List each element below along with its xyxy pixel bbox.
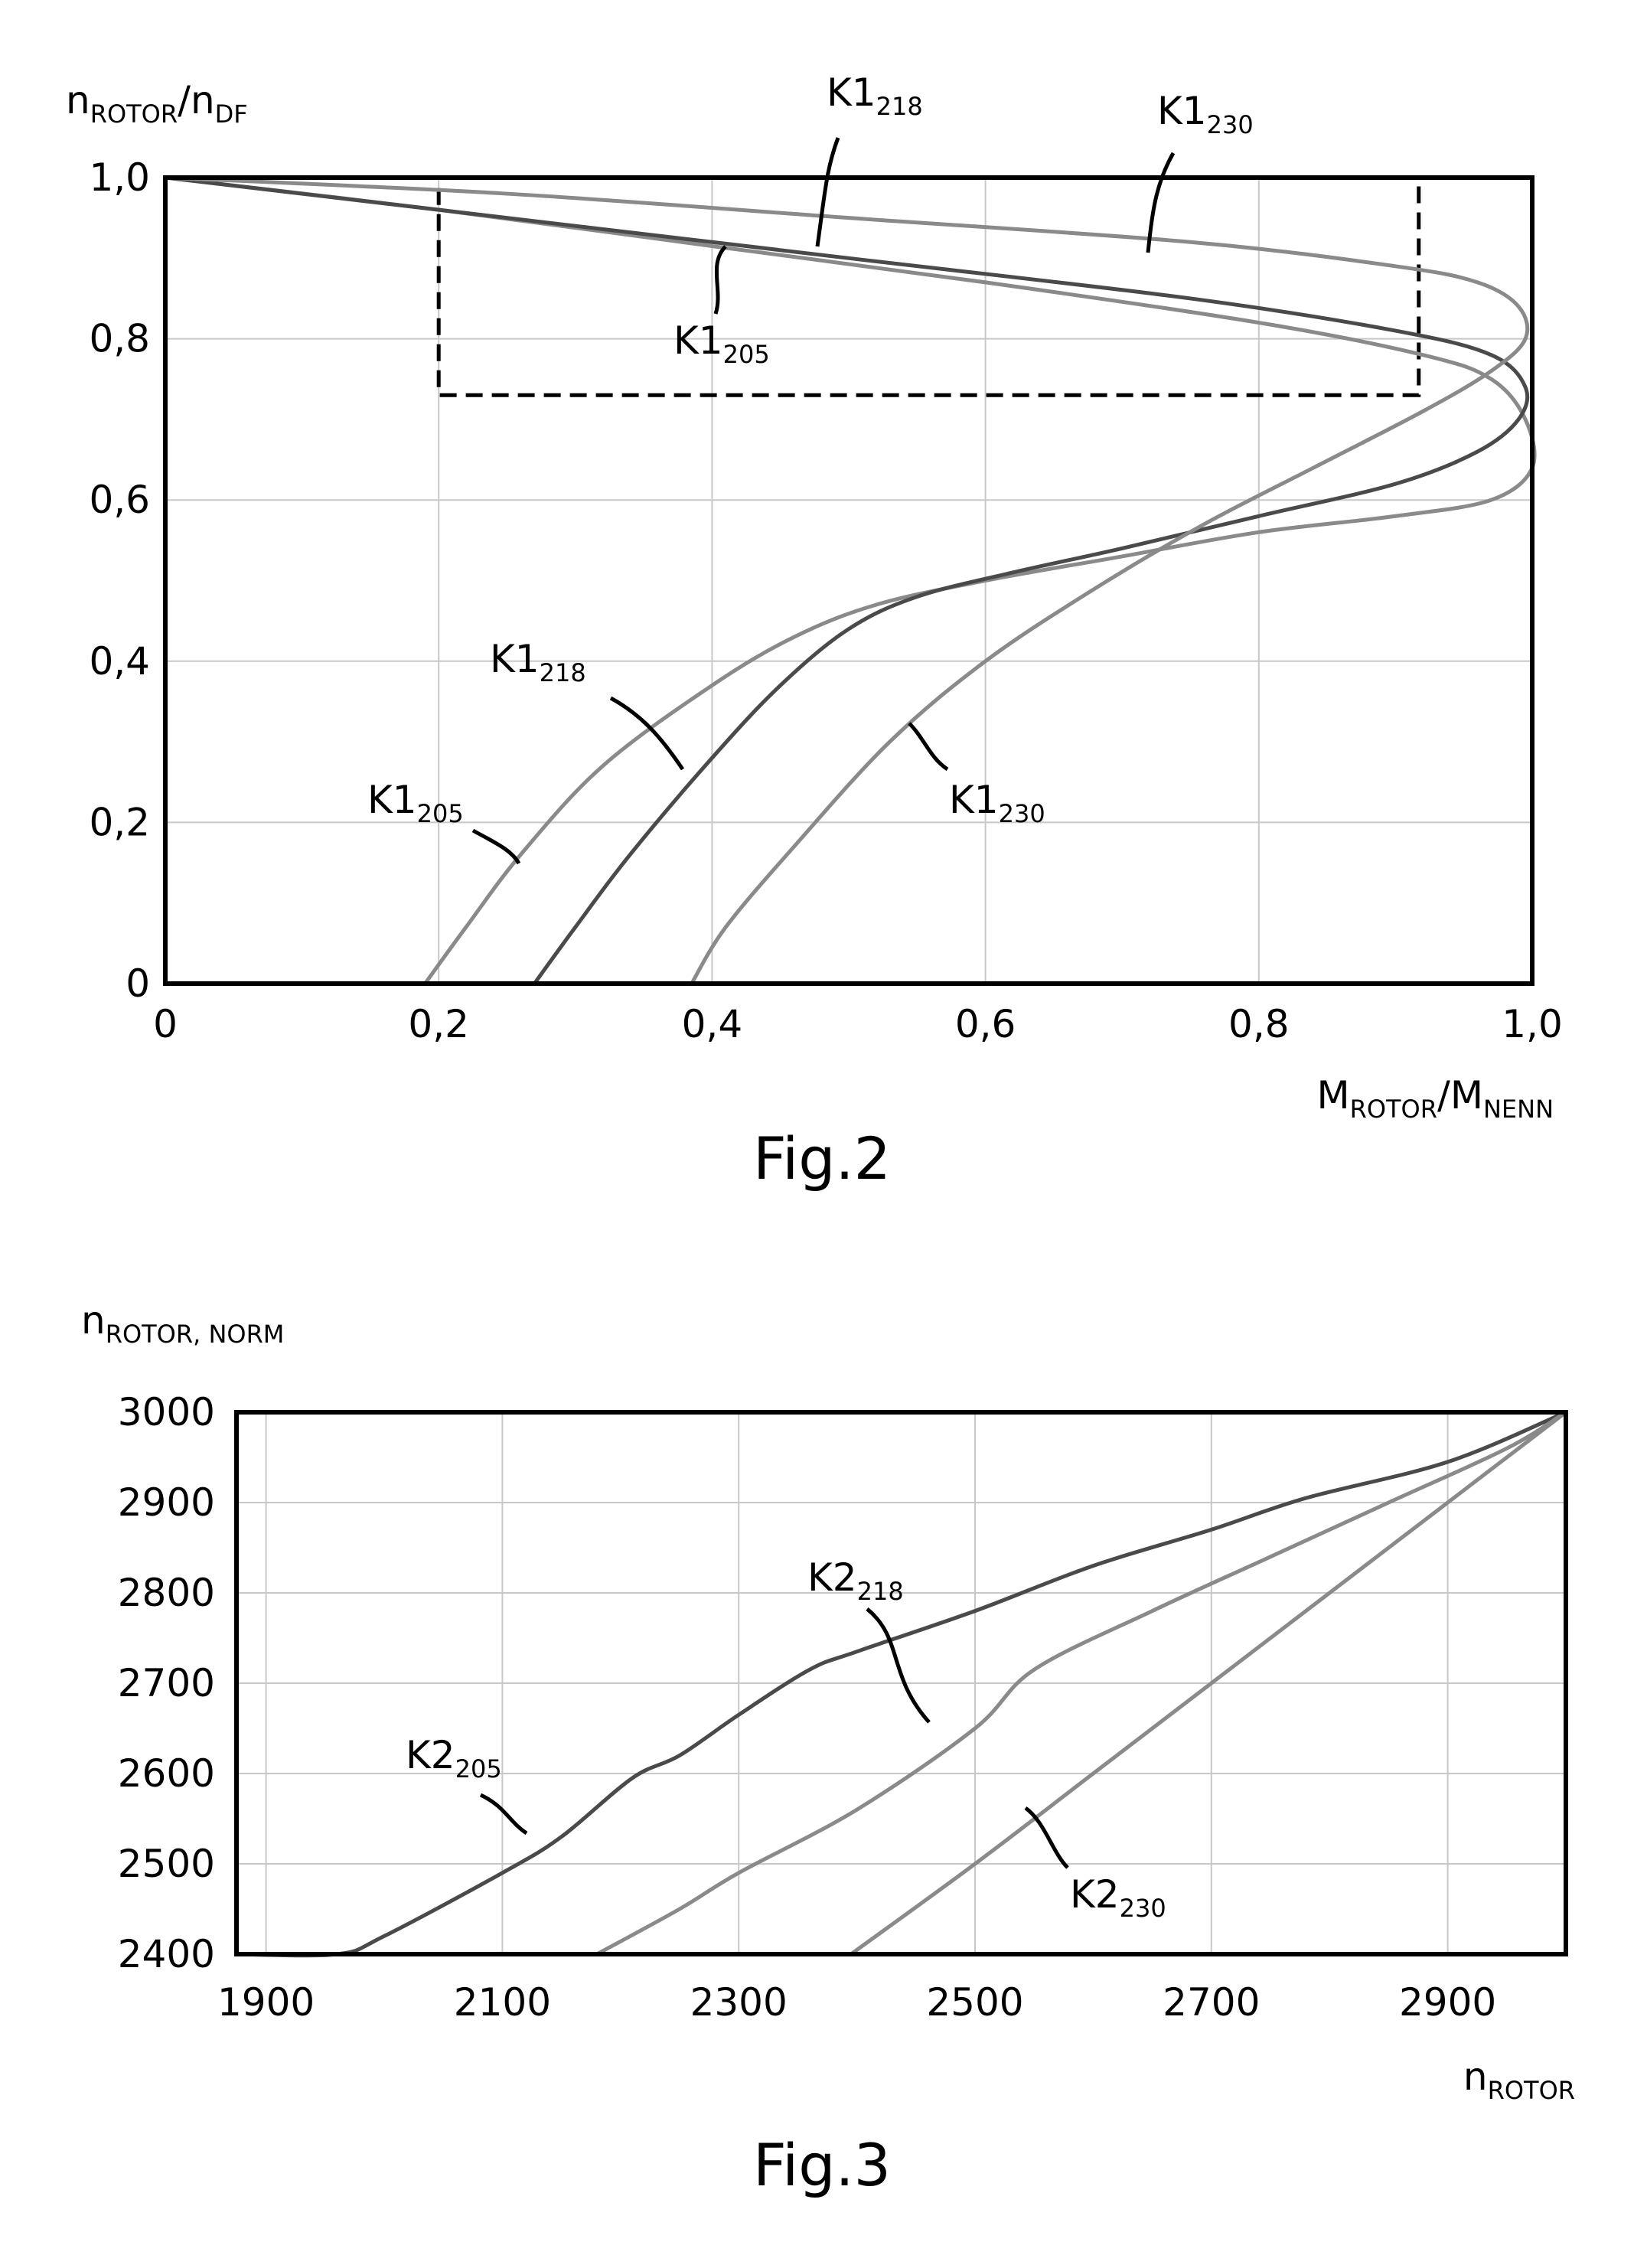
y-tick-label: 2600 <box>118 1751 215 1796</box>
series-line-K2-205 <box>236 1410 1567 1958</box>
series-annotation-label: K1218 <box>827 70 923 121</box>
series-annotation-label: K2218 <box>807 1555 904 1606</box>
x-tick-label: 2700 <box>1163 1980 1260 2025</box>
series-line-K2-230 <box>850 1411 1567 1956</box>
series-annotation-label: K2230 <box>1070 1872 1166 1923</box>
dashed-region-box <box>436 175 1421 397</box>
x-axis-label: nROTOR <box>1463 2054 1575 2105</box>
x-tick-label: 2300 <box>690 1980 788 2025</box>
series-line-K1-218 <box>165 175 1530 985</box>
plot-frame <box>163 175 1534 986</box>
x-tick-label: 0,6 <box>955 1002 1016 1046</box>
y-tick-label: 0,6 <box>89 478 150 522</box>
annotation-leader <box>471 828 521 865</box>
grid <box>236 1412 1566 1954</box>
x-tick-label: 0,8 <box>1228 1002 1290 1046</box>
x-tick-label: 2100 <box>454 1980 551 2025</box>
series-annotation-label: K1230 <box>949 778 1045 828</box>
annotation-leader <box>815 137 840 247</box>
series-line-K1-230 <box>165 175 1530 985</box>
x-tick-label: 0,2 <box>408 1002 469 1046</box>
x-tick-label: 1900 <box>217 1980 315 2025</box>
y-tick-label: 2400 <box>118 1932 215 1976</box>
y-tick-label: 2900 <box>118 1480 215 1525</box>
annotation-leader <box>866 1607 931 1724</box>
y-tick-label: 3000 <box>118 1390 215 1434</box>
figure-caption: Fig.2 <box>753 1124 891 1193</box>
x-tick-label: 0,4 <box>682 1002 743 1046</box>
annotation-leader <box>1146 152 1176 253</box>
y-axis-label: nROTOR, NORM <box>81 1298 284 1349</box>
grid <box>165 178 1532 984</box>
y-tick-label: 2800 <box>118 1571 215 1615</box>
annotation-leader <box>908 722 949 772</box>
y-tick-label: 2700 <box>118 1661 215 1705</box>
annotation-leader <box>1024 1806 1069 1869</box>
series-annotation-label: K2205 <box>406 1733 502 1783</box>
y-tick-label: 0 <box>126 961 150 1006</box>
y-tick-label: 2500 <box>118 1842 215 1886</box>
y-axis-label: nROTOR/nDF <box>66 78 248 129</box>
series-annotation-label: K1230 <box>1157 89 1254 139</box>
y-tick-label: 0,4 <box>89 639 150 684</box>
series-annotation-label: K1205 <box>367 778 464 828</box>
y-tick-label: 1,0 <box>89 155 150 200</box>
x-tick-label: 1,0 <box>1502 1002 1563 1046</box>
annotation-leader <box>479 1793 528 1836</box>
plot-frame <box>234 1410 1568 1956</box>
annotation-leader <box>713 245 727 315</box>
x-tick-label: 2900 <box>1399 1980 1496 2025</box>
y-tick-label: 0,2 <box>89 800 150 844</box>
series-annotation-label: K1218 <box>490 637 586 687</box>
series-line-K2-218 <box>595 1410 1567 1956</box>
chart-3: 1900 2100 2300 2500 2700 2900 2400 2500 2600 2700… <box>81 1298 1575 2199</box>
figure-caption: Fig.3 <box>753 2131 891 2199</box>
x-tick-label: 2500 <box>926 1980 1023 2025</box>
series-annotation-label: K1205 <box>673 318 770 369</box>
x-axis-label: MROTOR/MNENN <box>1316 1073 1554 1124</box>
y-tick-label: 0,8 <box>89 317 150 361</box>
annotation-leader <box>609 696 685 771</box>
x-tick-label: 0 <box>153 1002 178 1046</box>
series-line-K1-205 <box>165 175 1537 985</box>
chart-2: 0 0,2 0,4 0,6 0,8 1,0 0 0,2 0,4 0,6 0,8 1,0 K1218 K12… <box>66 70 1563 1193</box>
